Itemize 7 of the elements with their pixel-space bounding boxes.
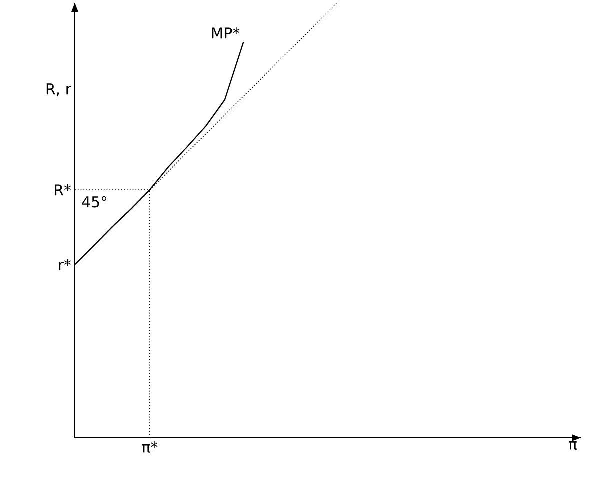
text: r*	[59, 259, 72, 270]
x-axis-title: π	[569, 442, 578, 450]
y-axis-title: R, r	[46, 84, 72, 96]
ref-line-label: R*	[55, 184, 72, 196]
series-label: MP*	[212, 28, 240, 39]
annotation: 45°	[82, 196, 107, 208]
text: π*	[142, 442, 158, 453]
